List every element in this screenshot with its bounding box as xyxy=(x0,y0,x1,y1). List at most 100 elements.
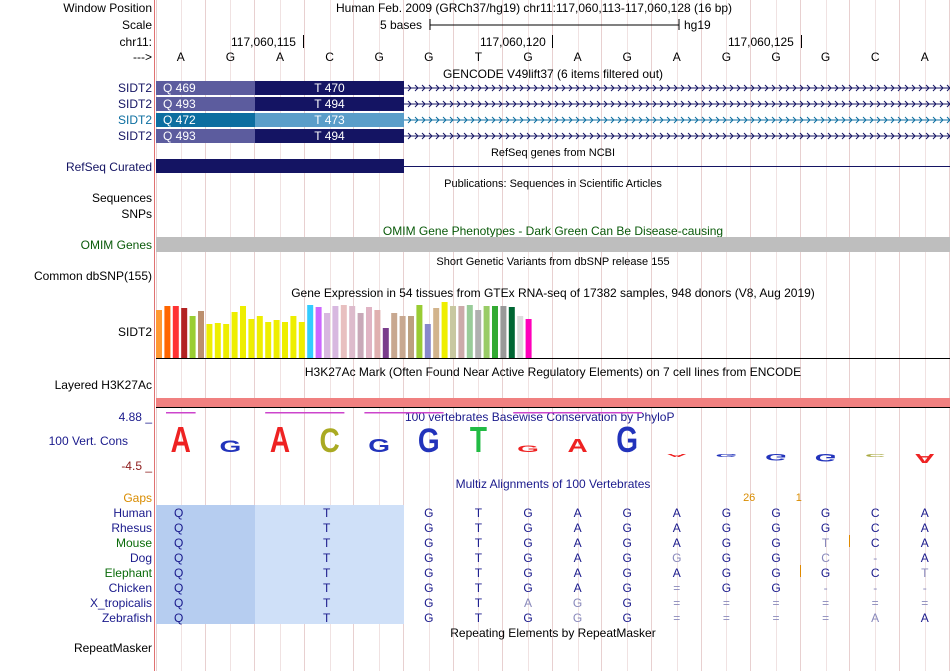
gtex-tissue-bar[interactable] xyxy=(483,306,490,358)
gtex-tissue-bar[interactable] xyxy=(492,306,498,358)
species-label[interactable]: Rhesus xyxy=(111,521,152,535)
gtex-tissue-bar[interactable] xyxy=(164,306,171,358)
omim-label[interactable]: OMIM Genes xyxy=(80,238,152,252)
gencode-track-title[interactable]: GENCODE V49lift37 (6 items filtered out) xyxy=(442,67,664,81)
aligned-base: A xyxy=(573,536,582,550)
gtex-tissue-bar[interactable] xyxy=(315,307,322,358)
gtex-tissue-bar[interactable] xyxy=(466,305,473,358)
gtex-tissue-bar[interactable] xyxy=(332,306,339,358)
aligned-base: - xyxy=(922,581,927,595)
h3k27ac-signal[interactable] xyxy=(156,398,950,407)
gtex-tissue-bar[interactable] xyxy=(273,320,280,358)
gtex-tissue-bar[interactable] xyxy=(340,305,347,358)
gtex-tissue-bar[interactable] xyxy=(324,313,330,358)
gtex-tissue-bar[interactable] xyxy=(206,324,213,358)
species-label[interactable]: Mouse xyxy=(115,536,152,550)
gtex-tissue-bar[interactable] xyxy=(172,306,179,358)
gtex-tissue-bar[interactable] xyxy=(408,316,414,358)
gtex-tissue-bar[interactable] xyxy=(156,310,162,358)
refseq-label[interactable]: RefSeq Curated xyxy=(65,160,152,174)
species-codon-t: T xyxy=(323,596,331,610)
gencode-codon-q[interactable]: Q 472 xyxy=(156,113,255,127)
gtex-tissue-bar[interactable] xyxy=(231,312,238,358)
gtex-tissue-bar[interactable] xyxy=(475,310,482,358)
omim-feature-block[interactable] xyxy=(156,237,950,252)
species-codon-t: T xyxy=(323,611,331,625)
gtex-tissue-bar[interactable] xyxy=(382,328,389,358)
gtex-tissue-bar[interactable] xyxy=(366,307,372,358)
gtex-tissue-bar[interactable] xyxy=(525,319,532,358)
gencode-codon-t[interactable]: T 473 xyxy=(255,113,404,127)
gtex-tissue-bar[interactable] xyxy=(416,305,423,358)
gtex-tissue-bar[interactable] xyxy=(399,316,406,358)
gtex-tissue-bar[interactable] xyxy=(298,322,305,358)
aligned-base: G xyxy=(820,566,831,580)
gtex-tissue-bar[interactable] xyxy=(198,311,204,358)
gtex-tissue-bar[interactable] xyxy=(240,306,246,358)
gencode-codon-t[interactable]: T 494 xyxy=(255,97,404,111)
gtex-tissue-bar[interactable] xyxy=(357,313,364,358)
gencode-codon-q[interactable]: Q 493 xyxy=(156,129,255,143)
gtex-tissue-bar[interactable] xyxy=(223,324,230,358)
gtex-tissue-bar[interactable] xyxy=(500,306,507,358)
species-label[interactable]: Human xyxy=(113,506,152,520)
gencode-codon-t[interactable]: T 494 xyxy=(255,129,404,143)
species-label[interactable]: Chicken xyxy=(108,581,152,595)
conservation-logo-letter: A xyxy=(667,453,687,458)
dbsnp-label[interactable]: Common dbSNP(155) xyxy=(33,269,152,283)
gencode-transcript-label[interactable]: SIDT2 xyxy=(117,97,152,111)
species-label[interactable]: Elephant xyxy=(104,566,152,580)
gtex-tissue-bar[interactable] xyxy=(450,306,456,358)
species-label[interactable]: Zebrafish xyxy=(101,611,152,625)
species-label[interactable]: X_tropicalis xyxy=(89,596,152,610)
gencode-transcript-label[interactable]: SIDT2 xyxy=(117,113,152,127)
gtex-tissue-bar[interactable] xyxy=(181,308,188,358)
repeatmasker-label[interactable]: RepeatMasker xyxy=(73,641,152,655)
gtex-tissue-bar[interactable] xyxy=(517,316,524,358)
gencode-transcript-label[interactable]: SIDT2 xyxy=(117,81,152,95)
base-guide-line xyxy=(800,0,801,671)
aligned-base: C xyxy=(870,536,880,550)
gtex-tissue-bar[interactable] xyxy=(265,322,272,358)
gtex-tissue-bar[interactable] xyxy=(214,323,221,358)
gtex-tissue-bar[interactable] xyxy=(458,306,465,358)
refseq-gene-block[interactable] xyxy=(156,159,404,173)
aligned-base: G xyxy=(820,521,831,535)
gencode-codon-t[interactable]: T 470 xyxy=(255,81,404,95)
gtex-tissue-bar[interactable] xyxy=(307,305,314,358)
aligned-base: G xyxy=(424,521,434,535)
gtex-tissue-bar[interactable] xyxy=(391,313,398,358)
gtex-tissue-bar[interactable] xyxy=(189,316,196,358)
gencode-intron-arrows xyxy=(404,84,950,92)
label-column-divider xyxy=(154,0,155,671)
gtex-tissue-bar[interactable] xyxy=(349,306,356,358)
position-tick-2: 117,060,120 xyxy=(480,35,546,49)
gtex-tissue-bar[interactable] xyxy=(248,319,255,358)
gtex-tissue-bar[interactable] xyxy=(256,316,263,358)
species-label[interactable]: Dog xyxy=(129,551,152,565)
gtex-label[interactable]: SIDT2 xyxy=(117,325,152,339)
gtex-tissue-bar[interactable] xyxy=(433,308,440,358)
aligned-base: G xyxy=(424,611,434,625)
gtex-tissue-bar[interactable] xyxy=(441,302,448,358)
aligned-base: G xyxy=(771,551,781,565)
gencode-codon-q[interactable]: Q 469 xyxy=(156,81,255,95)
gtex-tissue-bar[interactable] xyxy=(424,324,431,358)
h3k27ac-label[interactable]: Layered H3K27Ac xyxy=(54,378,152,392)
gencode-transcript-label[interactable]: SIDT2 xyxy=(117,129,152,143)
aligned-base: T xyxy=(474,566,483,580)
base-guide-line xyxy=(899,0,900,671)
snps-label[interactable]: SNPs xyxy=(121,207,152,221)
conservation-label[interactable]: 100 Vert. Cons xyxy=(48,434,128,448)
gtex-tissue-bar[interactable] xyxy=(290,316,297,358)
gtex-bar-chart[interactable] xyxy=(156,302,950,358)
conservation-logo-letter: A xyxy=(567,437,587,457)
base-guide-line xyxy=(701,0,702,671)
gencode-codon-q[interactable]: Q 493 xyxy=(156,97,255,111)
aligned-base: G xyxy=(622,581,632,595)
gtex-tissue-bar[interactable] xyxy=(374,310,381,358)
gtex-tissue-bar[interactable] xyxy=(282,322,288,358)
gtex-tissue-bar[interactable] xyxy=(508,307,515,358)
sequences-label[interactable]: Sequences xyxy=(91,191,152,205)
